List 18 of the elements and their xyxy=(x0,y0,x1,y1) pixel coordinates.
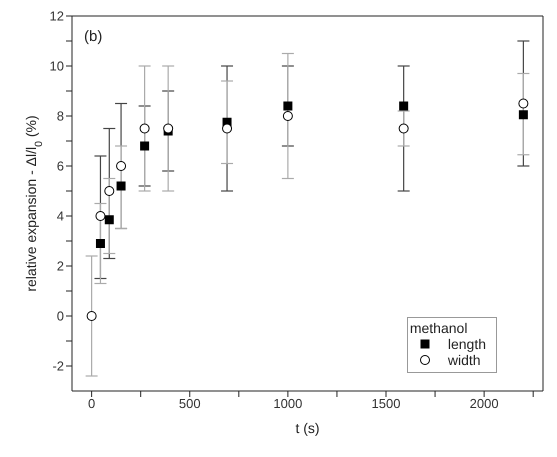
y-tick-label: 10 xyxy=(50,58,64,74)
x-axis-title: t (s) xyxy=(295,420,320,436)
y-tick-label: 12 xyxy=(50,8,64,24)
annotation: (b) xyxy=(84,28,102,45)
y-tick-label: 6 xyxy=(56,158,64,174)
y-tick-label: 8 xyxy=(56,108,64,124)
y-tick-label: -2 xyxy=(52,358,64,374)
x-tick-label: 1500 xyxy=(372,396,400,412)
x-tick-label: 2000 xyxy=(470,396,499,412)
y-tick-label: 0 xyxy=(56,308,64,324)
x-tick-label: 1000 xyxy=(273,396,302,412)
x-tick-label: 0 xyxy=(88,396,96,412)
x-tick-label: 500 xyxy=(178,396,201,412)
y-tick-label: 2 xyxy=(56,258,64,274)
y-tick-label: 4 xyxy=(56,208,64,224)
legend-label: width xyxy=(448,352,481,368)
legend-title: methanol xyxy=(410,320,468,336)
legend-label: length xyxy=(448,336,486,352)
